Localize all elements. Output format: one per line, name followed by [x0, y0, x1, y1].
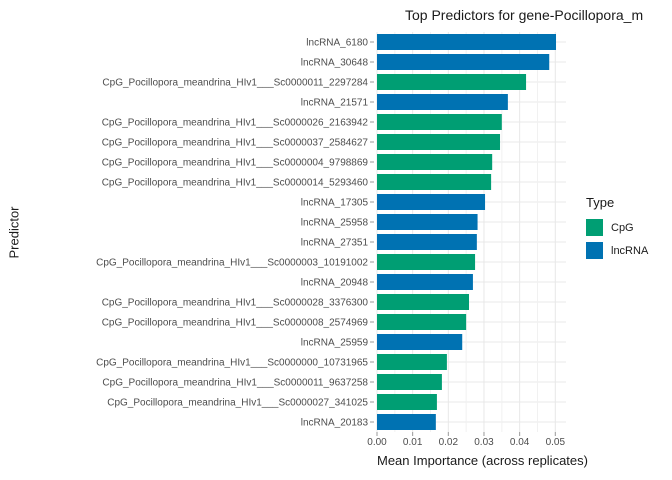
- y-axis-label: lncRNA_27351: [301, 238, 369, 249]
- x-axis-tick-label: 0.03: [474, 437, 494, 448]
- y-axis-label: CpG_Pocillopora_meandrina_HIv1___Sc00000…: [102, 118, 369, 129]
- bar-lncRNA: [377, 234, 477, 250]
- bar-CpG: [377, 314, 467, 330]
- y-axis-title: Predictor: [6, 205, 22, 259]
- y-axis-label: lncRNA_20948: [301, 278, 369, 289]
- y-axis-label: CpG_Pocillopora_meandrina_HIv1___Sc00000…: [96, 358, 368, 369]
- bar-CpG: [377, 354, 447, 370]
- y-axis-label: lncRNA_6180: [306, 38, 368, 49]
- bar-lncRNA: [377, 194, 486, 210]
- bar-lncRNA: [377, 274, 473, 290]
- legend-title: Type: [586, 195, 615, 210]
- chart-title: Top Predictors for gene-Pocillopora_m: [405, 7, 644, 23]
- y-axis-label: CpG_Pocillopora_meandrina_HIv1___Sc00000…: [102, 158, 369, 169]
- y-axis-label: lncRNA_25959: [301, 338, 369, 349]
- x-axis-tick-label: 0.00: [367, 437, 387, 448]
- legend-swatch-lncrna-icon: [586, 242, 603, 259]
- y-axis-label: CpG_Pocillopora_meandrina_HIv1___Sc00000…: [102, 138, 369, 149]
- y-axis-title-box: Predictor: [0, 32, 28, 432]
- bar-CpG: [377, 174, 492, 190]
- y-axis-label: lncRNA_21571: [301, 98, 369, 109]
- bar-CpG: [377, 114, 502, 130]
- y-axis-label: lncRNA_20183: [301, 418, 369, 429]
- y-axis-label: CpG_Pocillopora_meandrina_HIv1___Sc00000…: [96, 258, 368, 269]
- x-axis-tick-label: 0.05: [546, 437, 566, 448]
- legend-item-cpg: CpG: [586, 219, 648, 236]
- bar-lncRNA: [377, 34, 557, 50]
- legend-label-cpg: CpG: [611, 221, 634, 234]
- bar-CpG: [377, 294, 470, 310]
- y-axis-label: lncRNA_17305: [301, 198, 369, 209]
- x-axis-tick-label: 0.01: [403, 437, 423, 448]
- y-axis-label: CpG_Pocillopora_meandrina_HIv1___Sc00000…: [102, 78, 368, 89]
- bar-CpG: [377, 74, 527, 90]
- bar-CpG: [377, 154, 493, 170]
- y-axis-label: CpG_Pocillopora_meandrina_HIv1___Sc00000…: [102, 298, 369, 309]
- legend-item-lncrna: lncRNA: [586, 242, 648, 259]
- bar-lncRNA: [377, 214, 478, 230]
- legend: Type CpG lncRNA: [586, 195, 648, 265]
- bar-CpG: [377, 394, 437, 410]
- y-axis-label: CpG_Pocillopora_meandrina_HIv1___Sc00000…: [102, 378, 368, 389]
- bar-lncRNA: [377, 94, 508, 110]
- y-axis-label: lncRNA_25958: [301, 218, 369, 229]
- y-axis-label: CpG_Pocillopora_meandrina_HIv1___Sc00000…: [102, 178, 369, 189]
- legend-swatch-cpg-icon: [586, 219, 603, 236]
- y-axis-label: CpG_Pocillopora_meandrina_HIv1___Sc00000…: [107, 398, 368, 409]
- x-axis-tick-label: 0.02: [439, 437, 459, 448]
- x-axis-tick-label: 0.04: [510, 437, 530, 448]
- x-axis-title: Mean Importance (across replicates): [377, 453, 588, 468]
- bar-lncRNA: [377, 334, 463, 350]
- bar-CpG: [377, 254, 476, 270]
- legend-label-lncrna: lncRNA: [611, 244, 649, 257]
- bar-CpG: [377, 374, 442, 390]
- bar-lncRNA: [377, 54, 550, 70]
- y-axis-label: lncRNA_30648: [301, 58, 369, 69]
- y-axis-label: CpG_Pocillopora_meandrina_HIv1___Sc00000…: [102, 318, 369, 329]
- bar-CpG: [377, 134, 501, 150]
- bar-lncRNA: [377, 414, 436, 430]
